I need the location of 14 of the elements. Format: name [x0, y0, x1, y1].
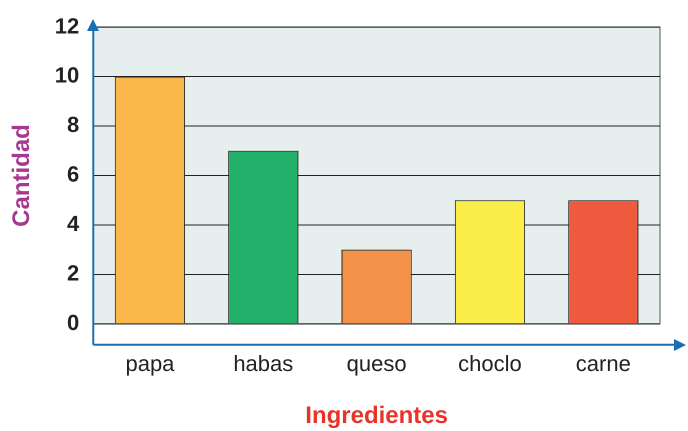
y-tick-label: 2	[67, 260, 80, 286]
x-tick-label: queso	[346, 351, 407, 376]
x-tick-label: choclo	[458, 351, 522, 376]
y-tick-label: 4	[67, 210, 80, 236]
x-axis-title: Ingredientes	[305, 402, 448, 430]
y-tick-label: 0	[67, 310, 80, 335]
y-tick-label: 8	[67, 112, 80, 138]
x-tick-label: papa	[125, 351, 176, 376]
x-tick-label: habas	[233, 351, 294, 376]
y-tick-label: 10	[54, 62, 80, 88]
y-tick-label: 6	[67, 162, 80, 187]
y-axis-title: Cantidad	[8, 124, 36, 227]
x-tick-label: carne	[576, 351, 631, 376]
y-tick-label: 12	[54, 13, 80, 38]
